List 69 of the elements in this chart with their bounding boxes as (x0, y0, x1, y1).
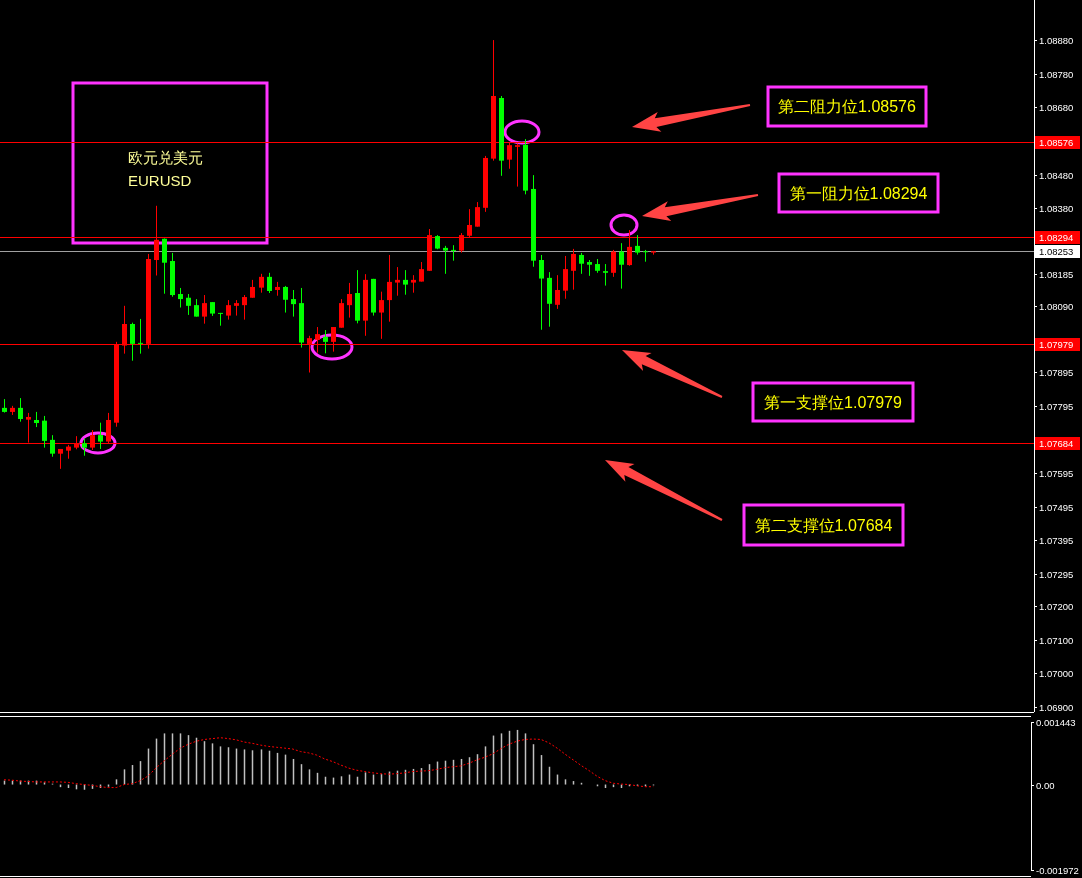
candlestick (291, 289, 296, 318)
candlestick (419, 261, 424, 283)
text: EURUSD (128, 171, 192, 189)
candlestick (443, 245, 448, 275)
candlestick (226, 299, 231, 321)
candlestick (395, 266, 400, 297)
candlestick (138, 318, 143, 355)
y-tick-label: 1.07795 (1039, 401, 1074, 412)
candlestick (619, 242, 624, 290)
y-tick-label: -0.001972 (1036, 865, 1079, 876)
y-tick-label: 1.07200 (1039, 601, 1074, 612)
y-tick-label: 1.07595 (1039, 468, 1074, 479)
y-tick-label: 1.07395 (1039, 535, 1074, 546)
annotation: 第二支撑位1.07684 (754, 516, 893, 534)
y-tick-label: 1.08380 (1039, 203, 1074, 214)
y-tick-label: 1.07000 (1039, 668, 1074, 679)
candlestick (579, 252, 584, 275)
annotation: 第一阻力位1.08294 (789, 184, 928, 202)
candlestick (259, 273, 264, 294)
candlestick (162, 237, 167, 295)
y-tick-label: 1.07100 (1039, 635, 1074, 646)
candlestick (50, 434, 55, 458)
ref-line-label: 1.08294 (1039, 232, 1074, 243)
y-tick-label: 1.08680 (1039, 102, 1074, 113)
candlestick (178, 287, 183, 308)
candlestick (475, 201, 480, 228)
candlestick (283, 285, 288, 314)
candlestick (643, 249, 648, 263)
ref-line-label: 1.07979 (1039, 339, 1074, 350)
y-tick-label: 0.001443 (1036, 717, 1076, 728)
candlestick (130, 322, 135, 362)
candlestick (555, 274, 560, 310)
candlestick (186, 293, 191, 316)
ref-line-label: 1.08576 (1039, 137, 1074, 148)
candlestick (571, 248, 576, 291)
candlestick (539, 254, 544, 331)
candlestick (635, 234, 640, 256)
y-tick-label: 1.08880 (1039, 35, 1074, 46)
candlestick (611, 249, 616, 278)
annotation: 第二阻力位1.08576 (778, 98, 917, 115)
line-series (3, 737, 654, 789)
annotation: 第一支撑位1.07979 (764, 393, 903, 411)
candlestick (387, 254, 392, 323)
ref-line-label: 1.07684 (1039, 438, 1074, 449)
y-tick-label: 1.07495 (1039, 502, 1074, 513)
y-tick-label: 1.07895 (1039, 367, 1074, 378)
candlestick (242, 294, 247, 321)
y-tick-label: 1.06900 (1039, 702, 1074, 713)
candlestick (603, 263, 608, 287)
candlestick (98, 422, 103, 450)
candlestick (202, 294, 207, 325)
text: 欧元兑美元 (128, 148, 203, 166)
ref-line-label: 1.08253 (1039, 246, 1074, 257)
y-tick-label: 0.00 (1036, 780, 1055, 791)
candlestick (323, 329, 328, 354)
candlestick (218, 312, 223, 327)
candlestick (18, 397, 23, 423)
candlestick (379, 291, 384, 340)
y-tick-label: 1.08780 (1039, 69, 1074, 80)
candlestick (403, 269, 408, 296)
y-tick-label: 1.08090 (1039, 301, 1074, 312)
candlestick (347, 282, 352, 319)
y-tick-label: 1.08480 (1039, 170, 1074, 181)
y-tick-label: 1.08185 (1039, 269, 1074, 280)
y-tick-label: 1.07295 (1039, 569, 1074, 580)
candlestick (267, 272, 272, 294)
candlestick (42, 415, 47, 449)
candlestick (451, 244, 456, 262)
candlestick (563, 255, 568, 300)
